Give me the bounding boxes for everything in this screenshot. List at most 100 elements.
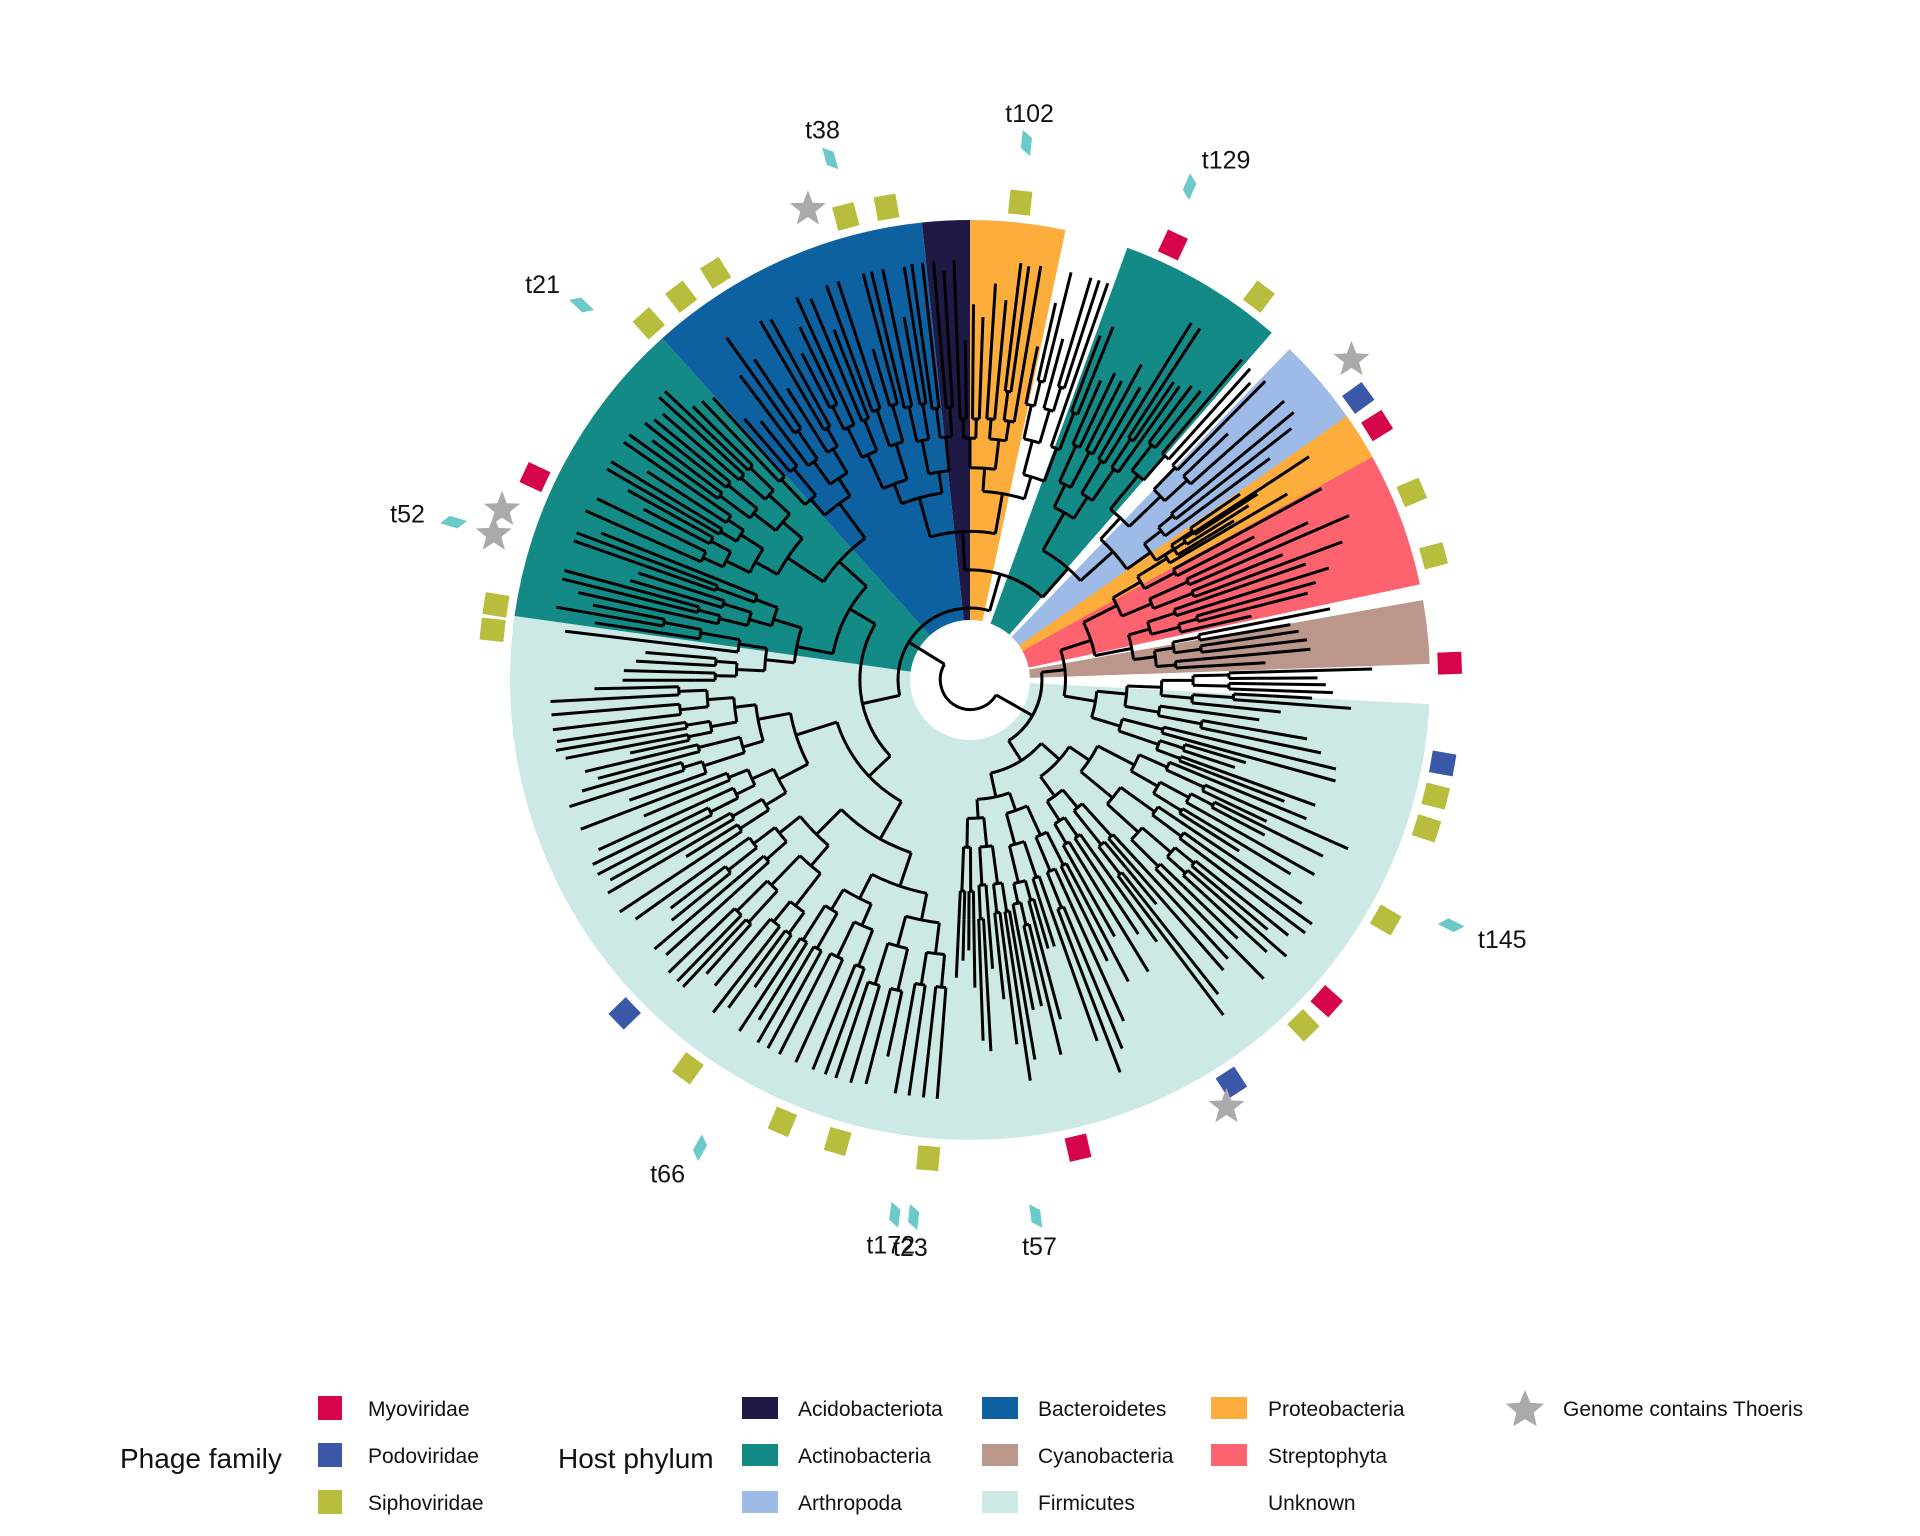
- legend-label-myoviridae: Myoviridae: [368, 1398, 470, 1421]
- tree-branch: [738, 642, 768, 650]
- tree-branch: [1156, 663, 1176, 668]
- tree-branch: [1147, 425, 1163, 444]
- tree-branch: [1180, 626, 1200, 634]
- legend-item-siphoviridae: Siphoviridae: [318, 1490, 484, 1515]
- tree-branch: [736, 879, 769, 912]
- tree-branch: [722, 445, 750, 472]
- legend-item-bacteroidetes: Bacteroidetes: [982, 1397, 1166, 1421]
- tree-branch: [719, 494, 751, 520]
- host-sector-arthropoda: [970, 349, 1347, 680]
- tree-branch: [849, 1019, 871, 1084]
- tree-branch: [710, 720, 738, 729]
- tree-branch: [1201, 768, 1285, 803]
- tree-branch: [920, 262, 936, 369]
- tree-branch: [1272, 694, 1313, 700]
- tree-branch: [842, 400, 856, 426]
- tree-branch: [978, 943, 985, 1041]
- tree-branch: [892, 483, 904, 505]
- tree-branch: [1136, 385, 1181, 446]
- tree-branch: [809, 498, 826, 517]
- tree-branch: [810, 409, 826, 431]
- tree-branch: [1155, 748, 1181, 760]
- tree-branch: [662, 412, 716, 460]
- tree-arc: [748, 548, 765, 574]
- legend-item-myoviridae: Myoviridae: [318, 1396, 470, 1421]
- tree-branch: [786, 437, 810, 467]
- streptophyta-key: [1211, 1444, 1247, 1466]
- tree-branch: [1101, 380, 1123, 418]
- tree-branch: [1058, 445, 1078, 483]
- tree-branch: [1072, 496, 1089, 520]
- tree-branch: [815, 912, 839, 950]
- tree-branch: [1151, 813, 1183, 838]
- tree-arc: [766, 879, 779, 892]
- tree-branch: [1086, 379, 1103, 410]
- phage-family-marker-podoviridae: [1215, 1066, 1248, 1099]
- tree-arc: [734, 662, 739, 677]
- tree-branch: [1037, 875, 1053, 912]
- legend-item-arthropoda: Arthropoda: [742, 1491, 902, 1515]
- tree-branch: [667, 934, 708, 974]
- tree-branch: [1063, 816, 1079, 838]
- tree-branch: [1036, 359, 1045, 382]
- tree-branch: [981, 468, 987, 492]
- legend-label-bacteroidetes: Bacteroidetes: [1038, 1398, 1166, 1421]
- tree-branch: [974, 418, 978, 439]
- tree-branch: [1200, 640, 1226, 648]
- tree-branch: [848, 967, 866, 1008]
- tree-arc: [1007, 672, 1044, 742]
- tree-branch: [685, 836, 718, 858]
- tree-branch: [1179, 457, 1271, 527]
- tree-branch: [751, 767, 775, 781]
- tree-branch: [734, 923, 753, 942]
- tree-branch: [1217, 521, 1309, 566]
- tree-branch: [988, 418, 993, 440]
- tree-branch: [694, 480, 719, 500]
- tree-branch: [1041, 668, 1066, 674]
- tree-arc: [708, 721, 714, 733]
- tree-branch: [629, 742, 671, 755]
- tree-branch: [1011, 903, 1019, 928]
- legend-item-acidobacteriota: Acidobacteriota: [742, 1397, 943, 1421]
- tree-branch: [1227, 580, 1317, 609]
- tree-branch: [932, 367, 941, 409]
- tree-branch: [747, 889, 779, 924]
- phage-family-marker-siphoviridae: [699, 256, 732, 289]
- tree-arc: [1127, 634, 1135, 660]
- tree-branch: [825, 284, 861, 376]
- tree-arc: [1039, 745, 1071, 778]
- tree-branch: [1004, 813, 1017, 845]
- tree-branch: [1138, 753, 1168, 769]
- tree-branch: [576, 531, 690, 577]
- tree-branch: [941, 370, 948, 408]
- tree-branch: [1239, 607, 1331, 629]
- tree-branch: [788, 941, 809, 972]
- tree-branch: [992, 883, 999, 913]
- tree-branch: [622, 617, 664, 628]
- tree-branch: [866, 454, 885, 490]
- tree-branch: [1096, 689, 1127, 696]
- tree-branch: [1022, 841, 1038, 878]
- tree-branch: [1159, 780, 1190, 799]
- tree-arc: [840, 808, 912, 855]
- tree-arc: [1111, 597, 1124, 617]
- tree-branch: [889, 378, 899, 405]
- tree-branch: [896, 915, 908, 947]
- tree-branch: [1023, 880, 1033, 901]
- tree-branch: [569, 781, 646, 809]
- tree-branch: [720, 829, 743, 846]
- tree-branch: [1070, 279, 1101, 365]
- tree-branch: [1256, 682, 1326, 687]
- tree-branch: [754, 455, 781, 483]
- tree-branch: [703, 751, 745, 768]
- tree-branch: [1129, 863, 1225, 972]
- tree-arc: [789, 713, 810, 765]
- tree-branch: [1164, 523, 1181, 538]
- tree-branch: [1233, 692, 1273, 698]
- tree-arc: [678, 704, 683, 715]
- tree-branch: [765, 658, 795, 665]
- tree-branch: [770, 854, 801, 887]
- tree-branch: [1052, 483, 1067, 508]
- legend-label-firmicutes: Firmicutes: [1038, 1492, 1135, 1515]
- tree-branch: [1174, 846, 1195, 865]
